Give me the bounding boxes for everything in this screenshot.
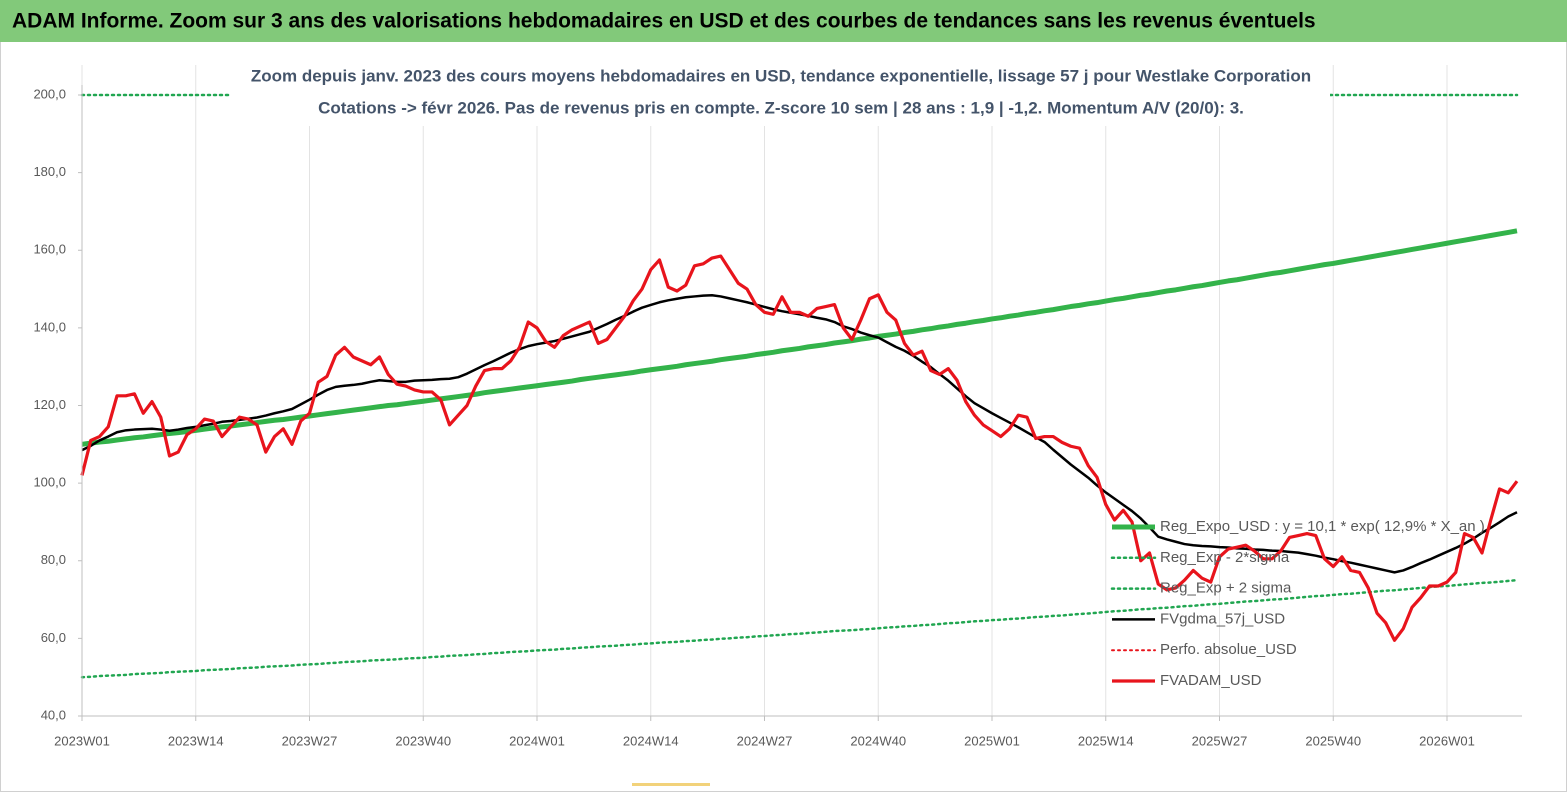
y-tick-label: 180,0 [33, 164, 66, 179]
y-tick-label: 160,0 [33, 242, 66, 257]
legend-label: Reg_Exp + 2 sigma [1160, 580, 1292, 597]
y-tick-label: 140,0 [33, 319, 66, 334]
chart-subtitle: Cotations -> févr 2026. Pas de revenus p… [318, 98, 1244, 117]
series-line [81, 294, 1518, 574]
y-tick-label: 100,0 [33, 475, 66, 490]
x-tick-label: 2024W01 [509, 733, 565, 748]
x-tick-label: 2023W27 [282, 733, 338, 748]
series-line [81, 228, 1518, 447]
x-tick-label: 2024W27 [737, 733, 793, 748]
x-tick-label: 2025W27 [1192, 733, 1248, 748]
x-tick-label: 2025W01 [964, 733, 1020, 748]
legend-label: FVgdma_57j_USD [1160, 610, 1285, 627]
series-line [80, 578, 1519, 679]
legend-label: Reg_Expo_USD : y = 10,1 * exp( 12,9% * X… [1160, 518, 1485, 535]
y-tick-label: 200,0 [33, 86, 66, 101]
subtitle-box [230, 62, 1330, 126]
y-tick-label: 60,0 [41, 630, 66, 645]
legend: Reg_Expo_USD : y = 10,1 * exp( 12,9% * X… [1110, 518, 1485, 689]
scroll-hint [632, 783, 710, 786]
x-tick-label: 2023W14 [168, 733, 224, 748]
header-title: ADAM Informe. Zoom sur 3 ans des valoris… [12, 10, 1316, 33]
x-tick-label: 2026W01 [1419, 733, 1475, 748]
header-bar [0, 0, 1567, 42]
x-tick-label: 2025W40 [1305, 733, 1361, 748]
series-line [80, 254, 1519, 642]
legend-label: FVADAM_USD [1160, 672, 1262, 689]
x-tick-label: 2025W14 [1078, 733, 1134, 748]
chart-title: Zoom depuis janv. 2023 des cours moyens … [251, 66, 1311, 85]
x-tick-label: 2024W14 [623, 733, 679, 748]
x-tick-label: 2023W40 [395, 733, 451, 748]
grid [81, 65, 1448, 716]
y-tick-label: 40,0 [41, 707, 66, 722]
legend-label: Perfo. absolue_USD [1160, 641, 1297, 658]
legend-label: Reg_Exp - 2*sigma [1160, 549, 1290, 566]
y-tick-label: 80,0 [41, 552, 66, 567]
y-tick-label: 120,0 [33, 397, 66, 412]
x-tick-label: 2023W01 [54, 733, 110, 748]
x-tick-label: 2024W40 [850, 733, 906, 748]
axes: 40,0 60,0 80,0 100,0 120,0 140,0 160,0 180,0 200… [33, 85, 1522, 748]
